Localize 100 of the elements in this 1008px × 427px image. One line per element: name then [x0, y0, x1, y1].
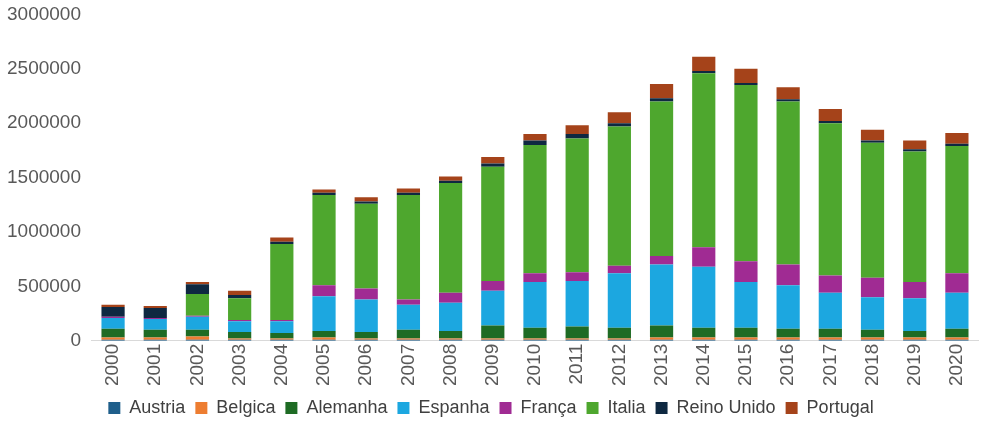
bar [692, 247, 716, 267]
bar [143, 308, 167, 318]
bar [439, 183, 463, 293]
x-tick-label: 2013 [649, 343, 671, 387]
bar [692, 70, 716, 74]
bar [903, 330, 927, 338]
bar [523, 140, 547, 145]
bar [649, 255, 674, 265]
bar [860, 140, 885, 143]
x-tick-label: 2012 [607, 343, 629, 387]
bar [607, 123, 631, 127]
bar [439, 292, 463, 303]
bar [734, 327, 758, 338]
bar [270, 237, 294, 242]
bar [903, 140, 927, 150]
bar [565, 125, 589, 135]
bar [439, 302, 463, 331]
bar [185, 329, 210, 337]
bar [776, 328, 800, 338]
x-tick-label: 2011 [565, 343, 587, 385]
bar [818, 121, 842, 124]
x-tick-label: 2004 [270, 343, 292, 387]
x-tick-label: 2008 [438, 343, 460, 387]
bar [354, 288, 378, 300]
bar [818, 109, 842, 121]
bar [481, 280, 505, 291]
x-tick-label: 2016 [776, 343, 798, 387]
bar [565, 272, 589, 281]
bar [523, 327, 547, 339]
y-tick-label: 1000000 [7, 220, 81, 242]
bar [439, 176, 463, 181]
bar [354, 299, 378, 333]
bar [185, 281, 210, 285]
bar [270, 333, 294, 339]
bar [776, 285, 800, 329]
y-tick-label: 3000000 [7, 2, 81, 24]
bar [607, 126, 631, 266]
bar [776, 87, 800, 100]
bar [312, 194, 336, 286]
x-tick-label: 2017 [818, 343, 840, 387]
y-tick-label: 0 [70, 328, 81, 350]
bar [903, 281, 927, 299]
bar [818, 292, 842, 329]
bar [692, 73, 716, 248]
y-tick-label: 1500000 [7, 165, 81, 187]
x-tick-label: 2018 [860, 343, 882, 387]
bar [481, 156, 505, 164]
bar [270, 321, 294, 334]
bar [439, 180, 463, 184]
bar [228, 321, 252, 333]
bar [396, 304, 421, 330]
bar [649, 101, 674, 256]
bar [481, 166, 505, 281]
bar [734, 68, 758, 83]
bar [860, 129, 885, 141]
legend-label: Italia [607, 396, 647, 417]
bar [312, 296, 336, 331]
bar [523, 273, 547, 282]
bar [185, 284, 210, 294]
bar [354, 332, 378, 339]
bar [101, 307, 125, 317]
y-tick-label: 500000 [17, 274, 81, 296]
y-tick-label: 2500000 [7, 57, 81, 79]
bar [692, 327, 716, 338]
bar [945, 132, 969, 144]
bar [945, 292, 969, 329]
x-tick-label: 2003 [227, 343, 249, 387]
bar [396, 329, 421, 339]
x-tick-label: 2002 [185, 343, 207, 387]
legend-label: Portugal [806, 396, 874, 417]
bar [692, 266, 716, 328]
bar [565, 138, 589, 273]
bar [396, 188, 421, 193]
legend-label: Espanha [418, 396, 491, 417]
y-tick-label: 2000000 [7, 111, 81, 133]
bar [776, 99, 800, 102]
bar [945, 328, 969, 338]
x-tick-label: 2015 [734, 343, 756, 387]
bar [945, 146, 969, 274]
legend-label: Austria [129, 396, 187, 417]
bar [607, 273, 631, 328]
bar [776, 264, 800, 286]
bar [185, 293, 210, 316]
bar [903, 149, 927, 152]
x-tick-label: 2014 [691, 343, 713, 387]
bar [607, 112, 631, 124]
bar [228, 298, 252, 321]
bar [776, 101, 800, 265]
bar [607, 265, 631, 274]
bar [439, 330, 463, 339]
bar [903, 151, 927, 282]
x-tick-label: 2007 [396, 343, 418, 387]
bar [818, 275, 842, 293]
bar [354, 197, 378, 202]
x-tick-label: 2006 [354, 343, 376, 387]
bar [481, 290, 505, 326]
bar [734, 281, 758, 328]
x-tick-label: 2010 [523, 343, 545, 387]
bar [270, 243, 294, 321]
legend-label: Alemanha [306, 396, 389, 417]
